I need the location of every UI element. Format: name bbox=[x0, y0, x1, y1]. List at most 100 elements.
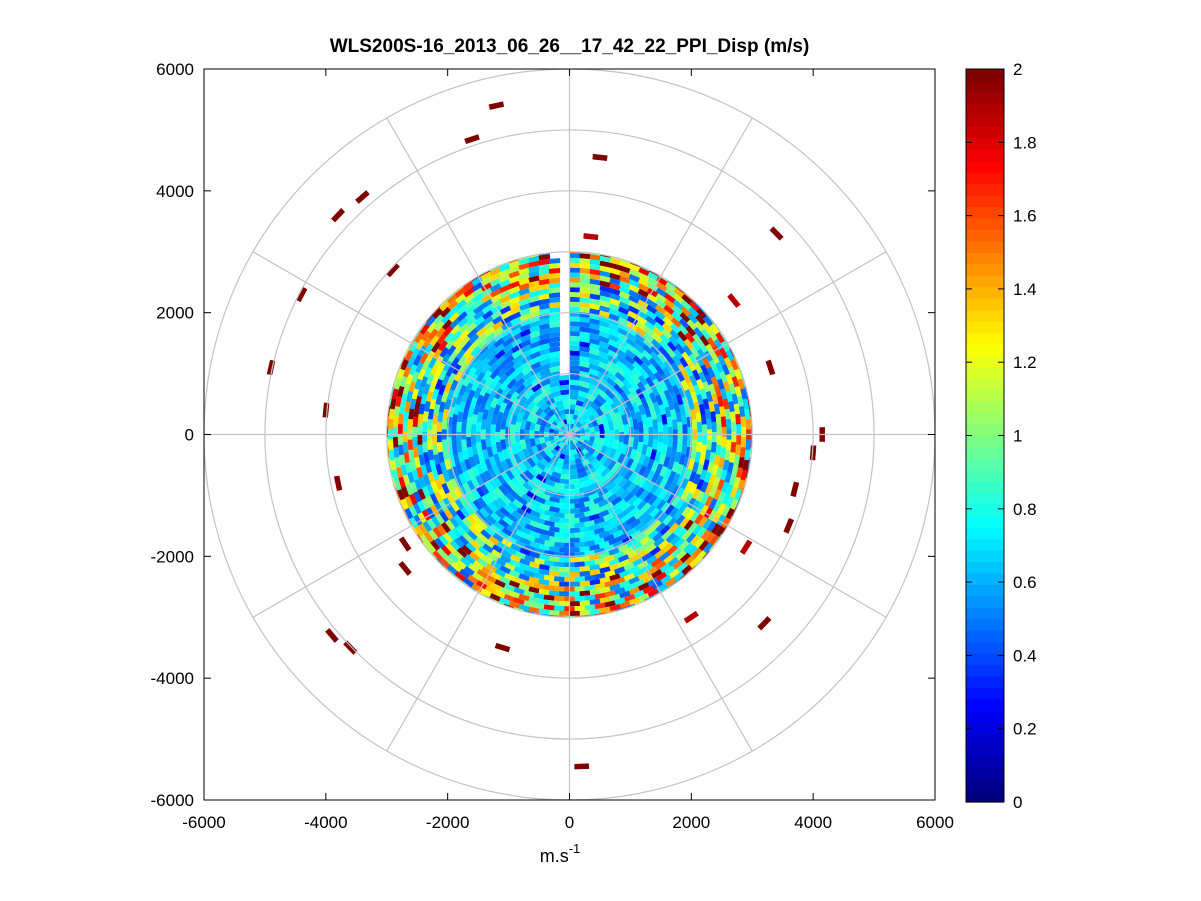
ppi-cell bbox=[437, 410, 444, 423]
ppi-cell bbox=[471, 281, 484, 292]
ppi-cell bbox=[737, 457, 745, 469]
ppi-cell bbox=[609, 287, 622, 296]
ppi-cell bbox=[569, 379, 581, 386]
ppi-cell bbox=[499, 289, 512, 299]
ppi-cell bbox=[485, 491, 496, 504]
ppi-cell bbox=[395, 395, 403, 407]
ppi-cell bbox=[608, 409, 618, 421]
ppi-cell bbox=[454, 558, 467, 570]
ppi-cell bbox=[679, 356, 690, 369]
ppi-cell bbox=[524, 512, 537, 522]
outer-return bbox=[295, 286, 308, 303]
ppi-cell bbox=[742, 459, 750, 472]
ppi-cell bbox=[533, 516, 546, 525]
ppi-cell bbox=[700, 444, 707, 456]
ppi-cell bbox=[732, 476, 741, 489]
ppi-cell bbox=[472, 358, 484, 370]
ppi-cell bbox=[646, 416, 654, 428]
ppi-cell bbox=[636, 381, 647, 393]
ppi-cell bbox=[414, 377, 423, 390]
ppi-cell bbox=[578, 506, 590, 514]
ppi-cell bbox=[681, 530, 692, 542]
ppi-cell bbox=[528, 540, 541, 549]
ppi-cell bbox=[681, 413, 688, 426]
ppi-cell bbox=[427, 438, 433, 451]
ppi-cell bbox=[496, 394, 506, 407]
ppi-cell bbox=[657, 421, 664, 433]
ppi-cell bbox=[693, 362, 704, 375]
ppi-cell bbox=[581, 420, 588, 427]
ppi-cell bbox=[415, 466, 424, 479]
ppi-cell bbox=[621, 479, 633, 491]
ppi-cell bbox=[647, 529, 659, 540]
ppi-cell bbox=[497, 450, 506, 463]
ppi-cell bbox=[598, 423, 605, 432]
ppi-cell bbox=[427, 407, 435, 420]
colorbar-swatch bbox=[966, 424, 1004, 437]
ppi-cell bbox=[453, 514, 464, 526]
ppi-cell bbox=[510, 332, 523, 342]
colorbar-swatch bbox=[966, 767, 1004, 780]
ppi-cell bbox=[480, 494, 492, 506]
ppi-cell bbox=[593, 557, 606, 565]
ppi-cell bbox=[588, 342, 601, 351]
outer-return bbox=[583, 233, 599, 241]
ppi-cell bbox=[492, 453, 501, 465]
ppi-cell bbox=[496, 473, 507, 486]
ppi-cell bbox=[663, 298, 676, 310]
ppi-cell bbox=[701, 550, 711, 560]
ppi-cell bbox=[589, 283, 602, 291]
ppi-cell bbox=[623, 424, 630, 435]
ppi-cell bbox=[441, 438, 448, 450]
ppi-cell bbox=[538, 410, 547, 420]
ppi-cell bbox=[468, 551, 480, 562]
ppi-cell bbox=[589, 263, 602, 271]
ppi-cell bbox=[511, 498, 524, 509]
ppi-cell bbox=[518, 297, 531, 306]
ppi-cell bbox=[431, 433, 438, 445]
ppi-cell bbox=[730, 359, 740, 372]
ppi-cell bbox=[564, 454, 570, 461]
ppi-cell bbox=[470, 433, 477, 445]
ppi-cell bbox=[422, 441, 429, 453]
ppi-cell bbox=[592, 473, 604, 484]
ppi-cell bbox=[646, 298, 659, 309]
ppi-cell bbox=[544, 436, 550, 443]
ppi-cell bbox=[622, 378, 633, 390]
ppi-cell bbox=[721, 364, 731, 377]
ppi-cell bbox=[589, 318, 601, 326]
ppi-cell bbox=[526, 456, 536, 468]
ppi-cell bbox=[482, 369, 493, 381]
ppi-cell bbox=[539, 368, 551, 377]
y-tick-label: -2000 bbox=[151, 547, 194, 566]
ppi-cell bbox=[456, 441, 463, 453]
ppi-cell bbox=[515, 507, 528, 517]
polar-spoke bbox=[569, 433, 887, 618]
ppi-cell bbox=[603, 569, 616, 578]
ppi-cell bbox=[471, 559, 484, 571]
ppi-cell bbox=[604, 388, 616, 400]
ppi-cell bbox=[508, 569, 521, 578]
ppi-cell bbox=[475, 371, 486, 383]
ppi-cell bbox=[445, 337, 456, 350]
ppi-cell bbox=[635, 411, 643, 423]
colorbar-swatch bbox=[966, 790, 1004, 803]
ppi-cell bbox=[578, 496, 590, 504]
ppi-cell bbox=[569, 326, 581, 332]
ppi-cell bbox=[672, 384, 681, 397]
ppi-cell bbox=[427, 418, 433, 430]
ppi-cell bbox=[643, 538, 656, 549]
ppi-cell bbox=[495, 354, 507, 366]
ppi-cell bbox=[708, 383, 717, 396]
ppi-cell bbox=[544, 478, 556, 488]
ppi-cell bbox=[463, 292, 476, 304]
ppi-cell bbox=[714, 525, 725, 538]
ppi-cell bbox=[517, 583, 530, 592]
ppi-cell bbox=[659, 333, 671, 345]
ppi-cell bbox=[455, 292, 467, 304]
ppi-cell bbox=[495, 496, 507, 508]
ppi-cell bbox=[509, 553, 521, 563]
ppi-cell bbox=[455, 298, 468, 310]
ppi-cell bbox=[666, 416, 673, 428]
ppi-cell bbox=[422, 410, 429, 422]
